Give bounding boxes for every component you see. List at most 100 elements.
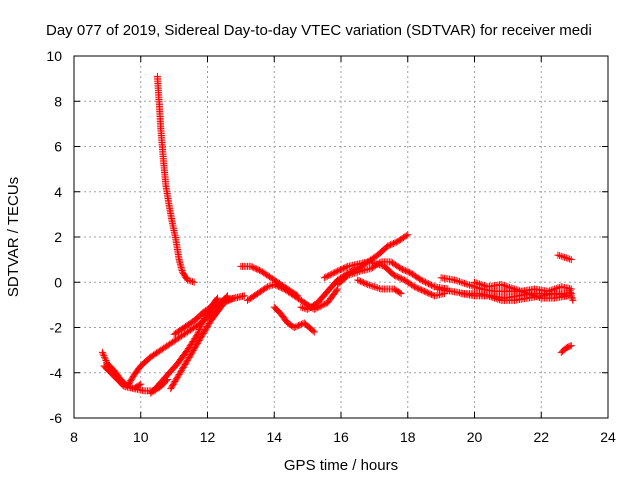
data-point xyxy=(325,271,333,279)
data-point xyxy=(185,277,193,285)
data-point xyxy=(481,282,489,290)
data-point xyxy=(471,278,478,286)
data-point xyxy=(137,380,145,388)
x-tick-label: 14 xyxy=(266,429,282,445)
data-point xyxy=(338,265,346,273)
data-point xyxy=(98,348,106,356)
data-point xyxy=(328,270,336,278)
data-point xyxy=(397,290,405,298)
data-point xyxy=(359,279,367,287)
x-tick-label: 8 xyxy=(70,429,78,445)
y-tick-label: 2 xyxy=(54,229,62,245)
data-point xyxy=(369,282,377,290)
y-axis-label: SDTVAR / TECUs xyxy=(5,177,22,297)
data-point xyxy=(277,284,285,292)
data-point xyxy=(209,302,217,310)
data-point xyxy=(396,274,404,282)
data-point xyxy=(247,262,255,270)
data-point xyxy=(511,285,519,293)
data-point xyxy=(556,252,564,260)
data-point xyxy=(295,322,303,330)
data-point xyxy=(275,282,283,290)
data-point xyxy=(279,284,287,292)
data-point xyxy=(399,275,407,283)
data-point xyxy=(389,239,397,247)
data-point xyxy=(272,281,280,289)
data-point xyxy=(496,296,504,304)
data-point xyxy=(329,269,337,277)
data-point xyxy=(472,279,480,287)
data-point xyxy=(402,232,410,240)
x-tick-label: 16 xyxy=(333,429,349,445)
data-point xyxy=(479,281,487,289)
data-point xyxy=(397,265,405,273)
data-point xyxy=(99,350,107,358)
data-point xyxy=(248,263,256,271)
data-point xyxy=(212,300,220,308)
data-point xyxy=(334,267,342,275)
series-arc-9 xyxy=(244,281,342,313)
data-point xyxy=(395,273,403,281)
data-point xyxy=(393,273,401,281)
data-point xyxy=(426,290,434,298)
data-point xyxy=(467,282,475,290)
data-point xyxy=(554,284,562,292)
data-point xyxy=(292,323,300,331)
y-tick-label: 0 xyxy=(54,274,62,290)
data-point xyxy=(477,281,485,289)
data-point xyxy=(323,272,331,280)
x-tick-label: 22 xyxy=(533,429,549,445)
data-point xyxy=(392,238,400,246)
data-point xyxy=(195,327,203,335)
data-point xyxy=(398,275,406,283)
series-arc-21 xyxy=(566,285,577,304)
data-point xyxy=(273,282,281,290)
data-point xyxy=(567,292,575,300)
data-point xyxy=(474,279,482,287)
data-point xyxy=(497,281,505,289)
data-point xyxy=(423,279,431,287)
data-point xyxy=(426,281,434,289)
data-point xyxy=(349,270,357,278)
data-point xyxy=(494,295,502,303)
data-point xyxy=(512,286,520,294)
data-point xyxy=(559,253,567,261)
data-point xyxy=(417,276,425,284)
series-arc-8 xyxy=(237,262,302,300)
data-point xyxy=(240,292,248,300)
data-point xyxy=(326,271,334,279)
x-tick-label: 24 xyxy=(600,429,616,445)
data-point xyxy=(219,297,227,305)
data-point xyxy=(183,346,191,354)
data-point xyxy=(486,292,494,300)
data-point xyxy=(425,289,433,297)
data-point xyxy=(567,256,575,264)
data-point xyxy=(355,268,363,276)
data-point xyxy=(198,319,206,327)
series-arc-7 xyxy=(170,292,248,338)
data-point xyxy=(195,326,203,334)
data-point xyxy=(341,264,349,272)
data-point xyxy=(457,278,465,286)
data-point xyxy=(561,253,569,261)
series-arc-20 xyxy=(557,342,575,356)
data-point xyxy=(491,294,499,302)
y-tick-label: 10 xyxy=(46,48,62,64)
chart-title: Day 077 of 2019, Sidereal Day-to-day VTE… xyxy=(46,22,592,39)
data-point xyxy=(276,283,284,291)
data-point xyxy=(364,281,372,289)
series-arc-18 xyxy=(457,290,572,304)
data-point xyxy=(316,302,324,310)
data-point xyxy=(459,279,467,287)
x-tick-label: 12 xyxy=(200,429,216,445)
data-point xyxy=(342,273,350,281)
data-point xyxy=(254,266,262,274)
data-point xyxy=(354,268,362,276)
data-point xyxy=(460,279,468,287)
y-tick-label: 6 xyxy=(54,139,62,155)
data-point xyxy=(428,291,436,299)
data-point xyxy=(569,296,577,304)
data-point xyxy=(183,276,191,284)
data-point xyxy=(210,301,218,309)
data-point xyxy=(392,272,400,280)
